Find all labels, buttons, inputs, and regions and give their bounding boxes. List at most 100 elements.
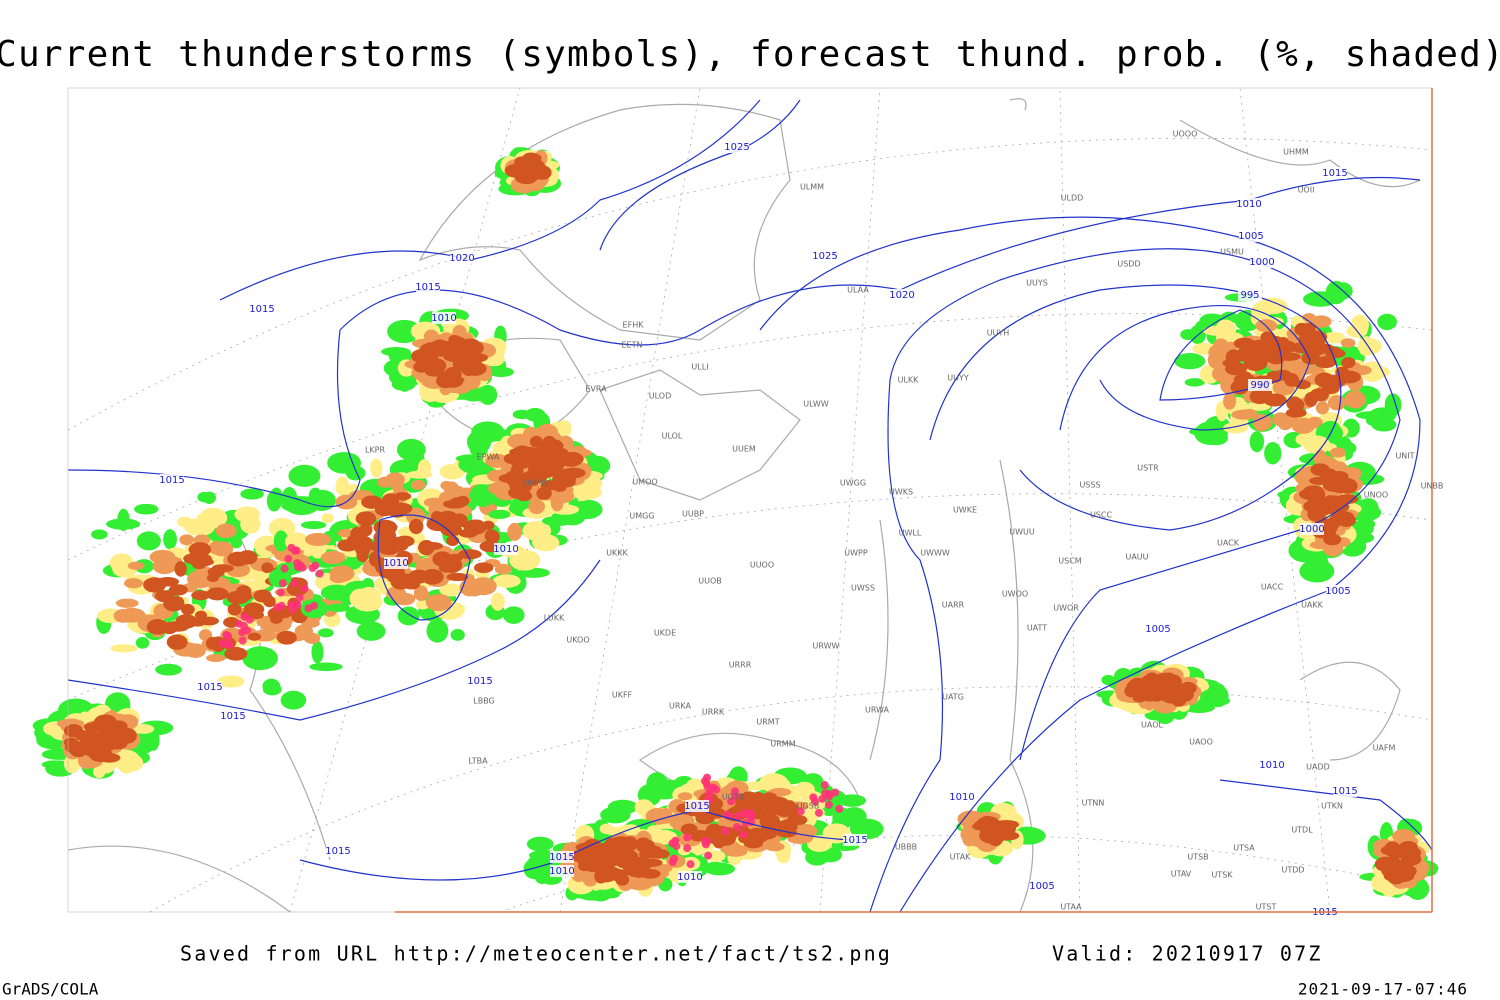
station-label: UKDE: [654, 629, 676, 638]
shade-cell: [1392, 829, 1416, 844]
isobar-label: 1010: [1236, 199, 1261, 210]
isobar: [377, 514, 471, 621]
station-label: UTAA: [1060, 903, 1082, 912]
station-label: UTDL: [1291, 826, 1313, 835]
storm-symbol: [712, 785, 721, 794]
shade-cell: [227, 551, 249, 567]
shade-cell: [153, 550, 169, 568]
isobar: [889, 248, 1401, 761]
storm-symbol: [240, 612, 249, 621]
shade-cell: [541, 515, 574, 526]
shade-cell: [624, 855, 641, 871]
isobar-label: 1015: [549, 852, 574, 863]
storm-symbol: [280, 564, 289, 573]
shade-cell: [113, 609, 133, 623]
isobar: [219, 99, 761, 301]
station-label: UWWW: [920, 549, 950, 558]
graticule-line: [1059, 87, 1081, 913]
isobar-label-bg: [890, 289, 914, 301]
station-label: UOII: [1298, 186, 1315, 195]
shade-cell: [309, 662, 343, 672]
storm-symbol: [290, 546, 299, 555]
shade-cell: [143, 577, 167, 593]
shade-cell: [555, 468, 576, 483]
isobar-label: 1025: [724, 142, 749, 153]
shade-cell: [677, 792, 693, 801]
shade-cell: [1344, 390, 1366, 409]
shade-cell: [240, 488, 264, 500]
shade-cell: [767, 806, 781, 816]
shade-cell: [1318, 469, 1332, 480]
storm-symbol: [686, 860, 695, 869]
shade-cell: [224, 646, 248, 661]
shade-cell: [1326, 348, 1346, 358]
shade-cell: [775, 827, 798, 838]
shade-cell: [509, 474, 530, 484]
shade-cell: [520, 446, 538, 455]
shade-cell: [276, 630, 297, 645]
storm-symbol: [284, 554, 293, 563]
isobar-label-bg: [221, 710, 245, 722]
shade-cell: [1263, 393, 1287, 407]
shade-cell: [1334, 501, 1350, 512]
shade-cell: [637, 837, 651, 850]
station-label: UTAV: [1171, 870, 1192, 879]
shade-cell: [439, 562, 458, 572]
shade-cell: [522, 520, 552, 541]
shade-cell: [615, 874, 630, 886]
shade-cell: [1341, 357, 1356, 369]
shade-cell: [451, 513, 468, 528]
shade-cell: [261, 562, 274, 574]
shade-cell: [759, 813, 781, 829]
station-label: UTSB: [1187, 853, 1208, 862]
shade-cell: [485, 453, 509, 468]
shade-cell: [391, 378, 416, 391]
station-label: URKA: [669, 702, 692, 711]
shade-cell: [555, 450, 568, 459]
station-label: USSS: [1079, 481, 1100, 490]
shade-cell: [519, 557, 536, 568]
isobar-label: 1010: [431, 313, 456, 324]
shade-cell: [680, 823, 698, 836]
shade-cell: [639, 850, 653, 859]
isobar-label-bg: [550, 865, 574, 877]
isobar-label-bg: [160, 474, 184, 486]
isobar-label: 1015: [467, 676, 492, 687]
isobar-label: 1015: [684, 801, 709, 812]
shade-cell: [179, 534, 195, 546]
shade-cell: [534, 456, 557, 468]
station-label: UKFF: [612, 691, 633, 700]
station-label: UGTB: [722, 793, 744, 802]
station-label: UWPP: [844, 549, 868, 558]
shade-cell: [783, 800, 797, 815]
shade-cell: [1299, 559, 1335, 583]
isobar-label: 1005: [1325, 586, 1350, 597]
shade-cell: [463, 519, 487, 535]
isobar-label: 1015: [159, 475, 184, 486]
station-label: UADD: [1306, 763, 1330, 772]
station-label: UACK: [1217, 539, 1240, 548]
shade-cell: [1325, 280, 1347, 305]
shade-cell: [488, 509, 511, 520]
shade-cell: [502, 606, 525, 624]
shade-cell: [408, 518, 424, 535]
shade-cell: [1162, 672, 1176, 684]
shade-cell: [410, 479, 426, 491]
isobar-label-bg: [1300, 523, 1324, 535]
shade-cell: [397, 606, 420, 626]
shade-cell: [94, 714, 117, 730]
station-label: ULAA: [847, 286, 869, 295]
shade-cell: [136, 531, 161, 551]
storm-symbol: [683, 833, 692, 842]
station-label: USMU: [1220, 248, 1244, 257]
isobar-label-bg: [198, 681, 222, 693]
storm-symbol: [309, 601, 318, 610]
shade-cell: [751, 791, 765, 808]
graticule-line: [67, 137, 1433, 431]
shade-cell: [787, 814, 808, 826]
shade-cell: [385, 472, 405, 488]
isobar-label-bg: [1250, 256, 1274, 268]
shade-cell: [273, 530, 289, 552]
storm-symbol: [290, 579, 299, 588]
shade-cell: [1124, 684, 1139, 698]
